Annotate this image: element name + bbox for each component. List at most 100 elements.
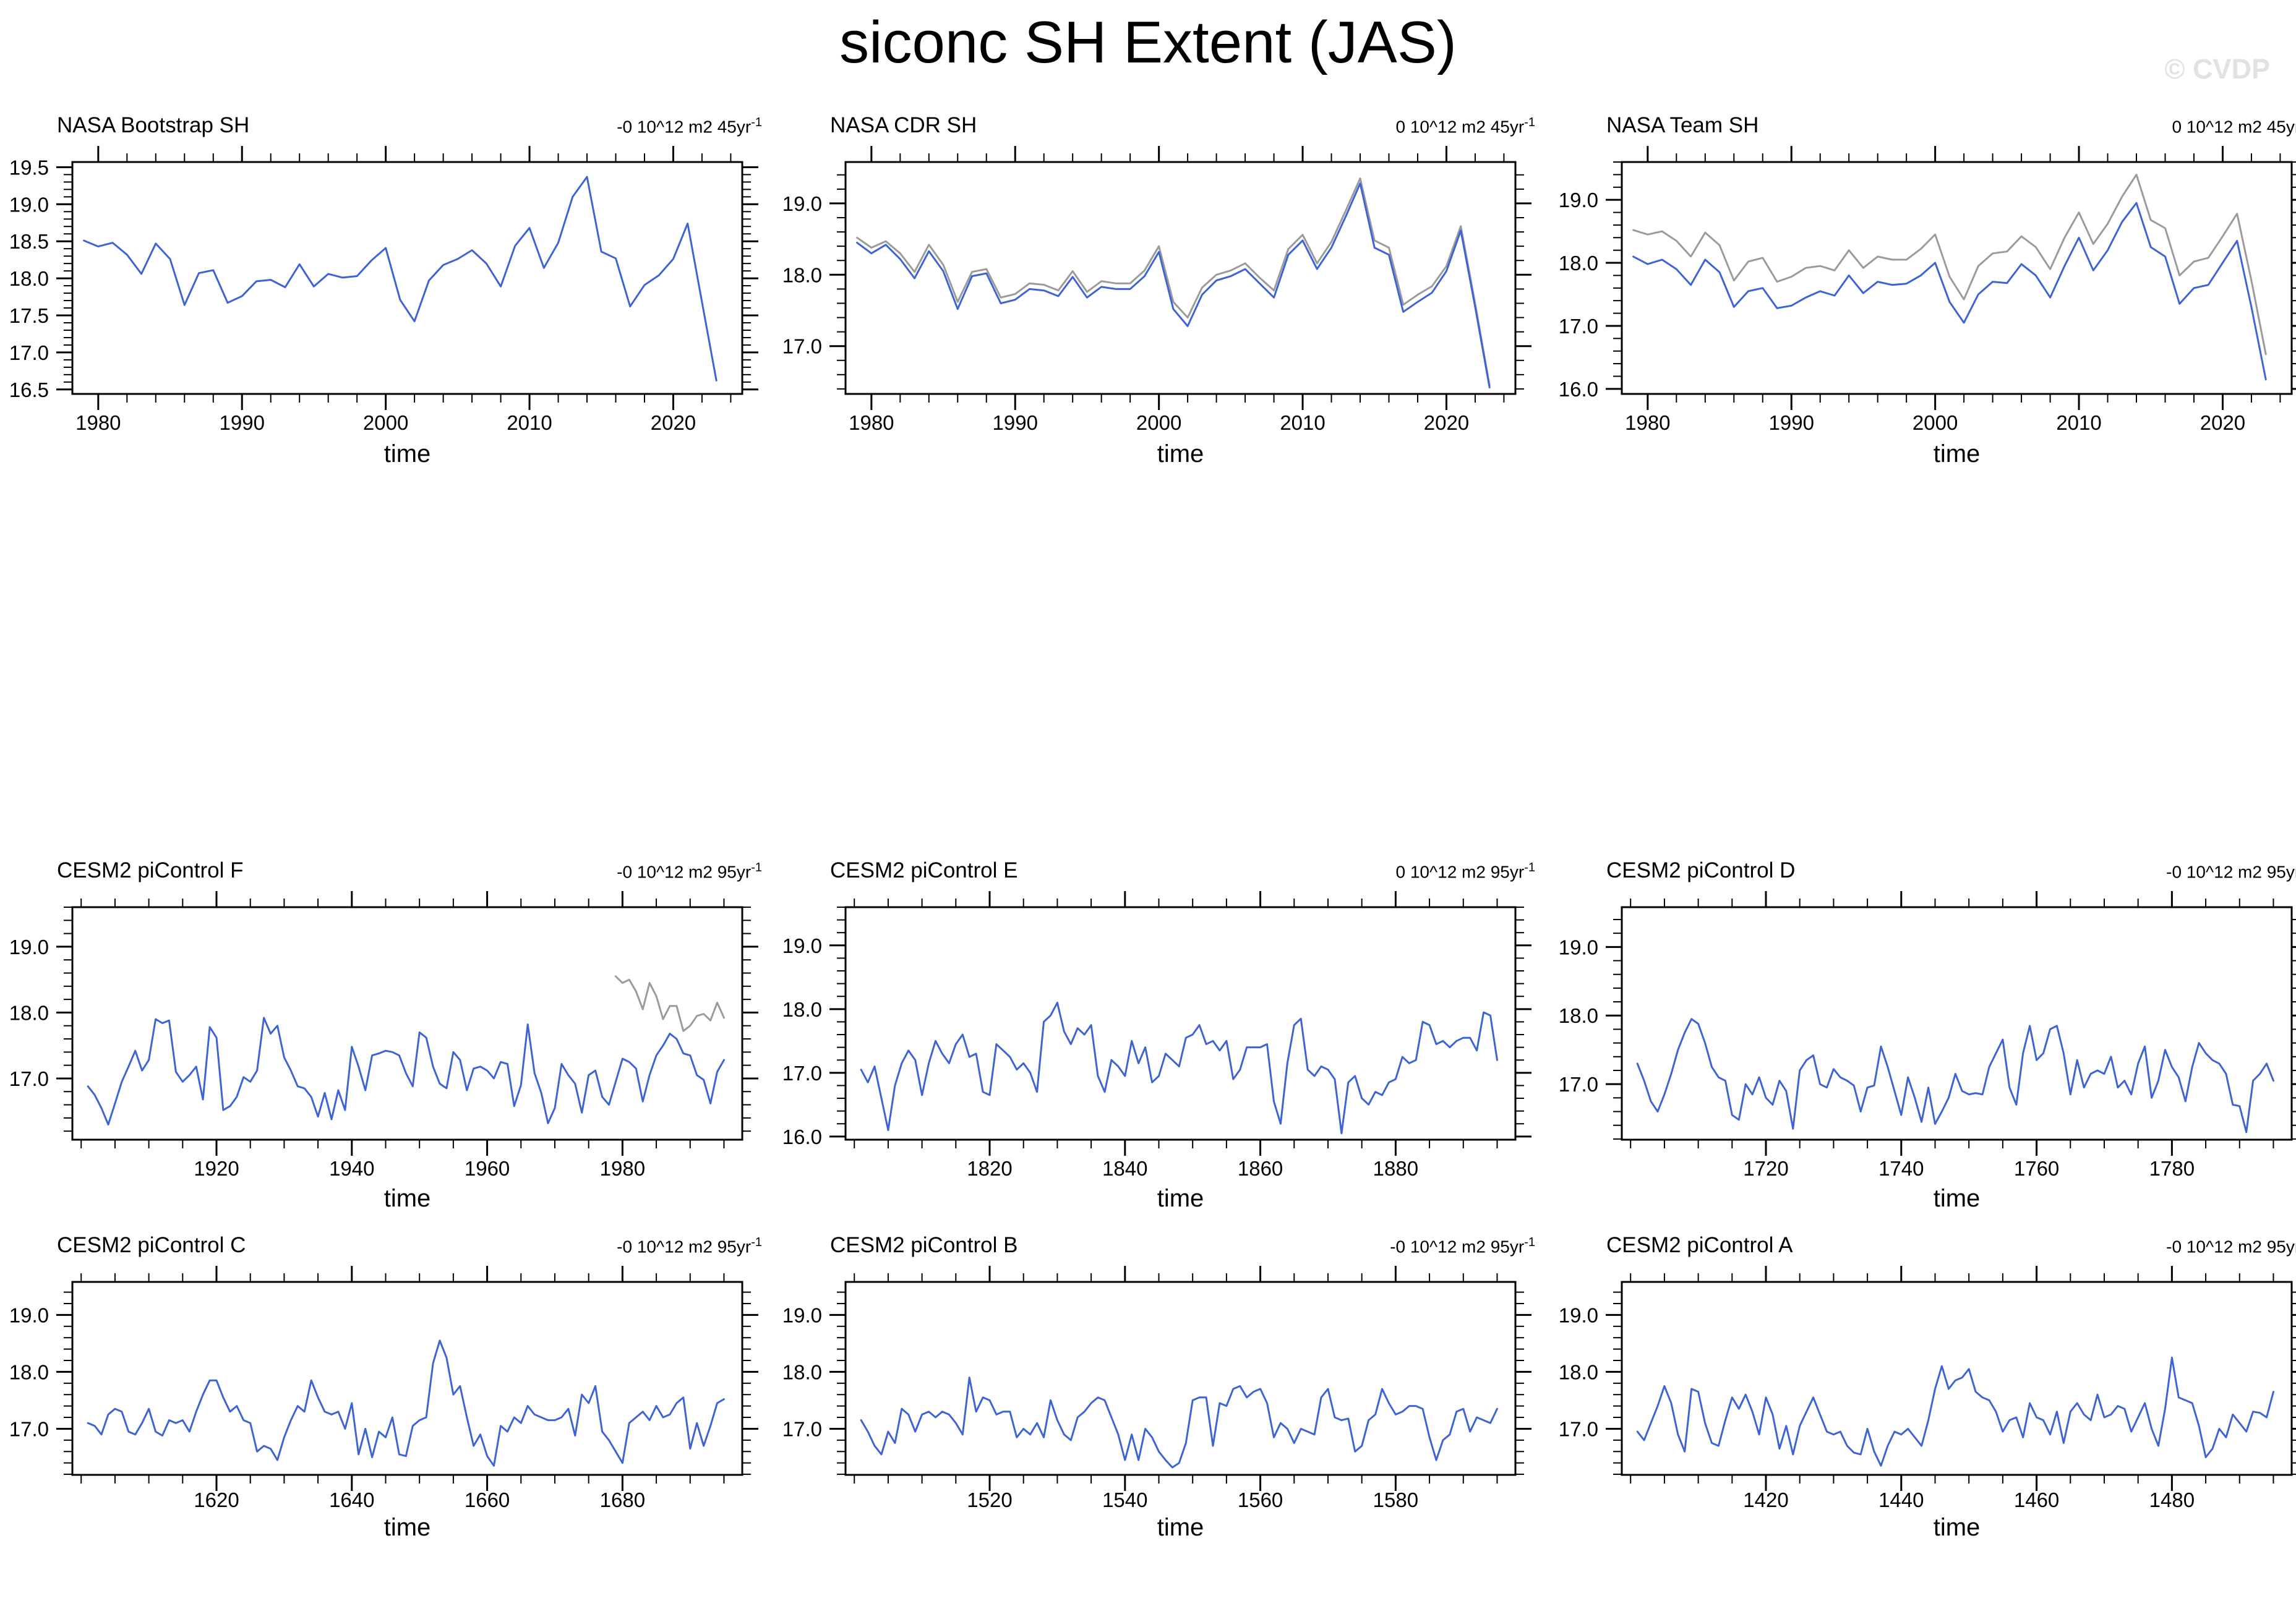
svg-text:16.5: 16.5 <box>9 378 49 401</box>
panel-title: NASA Bootstrap SH <box>57 113 250 137</box>
panel-trend-units: -0 10^12 m2 45yr-1 <box>617 115 762 136</box>
series-blue-nasa-bootstrap-sh <box>83 176 718 382</box>
panel-title: NASA CDR SH <box>830 113 977 137</box>
panel-title: CESM2 piControl C <box>57 1233 246 1257</box>
svg-text:1740: 1740 <box>1878 1157 1924 1180</box>
svg-text:1640: 1640 <box>329 1488 374 1511</box>
svg-text:18.5: 18.5 <box>9 230 49 253</box>
panel-trend-units: -0 10^12 m2 95yr-1 <box>617 1235 762 1256</box>
figure-title: siconc SH Extent (JAS) <box>839 9 1457 75</box>
panel-header-nasa-bootstrap-sh: NASA Bootstrap SH -0 10^12 m2 45yr-1 <box>57 113 762 138</box>
svg-text:18.0: 18.0 <box>1559 1004 1598 1027</box>
svg-text:1520: 1520 <box>967 1488 1012 1511</box>
svg-text:1540: 1540 <box>1102 1488 1147 1511</box>
svg-text:2020: 2020 <box>2200 411 2245 434</box>
svg-text:17.0: 17.0 <box>1559 1073 1598 1096</box>
series-blue-cesm2-picontrol-d <box>1636 1018 2274 1134</box>
panel-header-nasa-team-sh: NASA Team SH 0 10^12 m2 45yr-1 <box>1606 113 2296 138</box>
panel-title: CESM2 piControl E <box>830 858 1018 882</box>
panel-title: CESM2 piControl A <box>1606 1233 1793 1257</box>
svg-text:17.0: 17.0 <box>782 1417 822 1440</box>
svg-text:1990: 1990 <box>220 411 265 434</box>
svg-text:19.0: 19.0 <box>1559 1304 1598 1326</box>
x-axis-label: time <box>383 1514 431 1541</box>
svg-text:1480: 1480 <box>2149 1488 2195 1511</box>
series-gray-nasa-team-sh <box>1632 173 2267 356</box>
svg-text:18.0: 18.0 <box>782 998 822 1021</box>
svg-text:19.5: 19.5 <box>9 156 49 179</box>
svg-text:18.0: 18.0 <box>9 1360 49 1383</box>
svg-text:1960: 1960 <box>465 1157 510 1180</box>
svg-text:1990: 1990 <box>993 411 1038 434</box>
svg-text:17.0: 17.0 <box>9 1417 49 1440</box>
x-axis-label: time <box>1933 440 1981 468</box>
svg-text:2010: 2010 <box>2056 411 2101 434</box>
svg-text:1420: 1420 <box>1743 1488 1788 1511</box>
panel-header-picontrol-a: CESM2 piControl A -0 10^12 m2 95yr-1 <box>1606 1233 2296 1258</box>
svg-text:1660: 1660 <box>465 1488 510 1511</box>
svg-text:19.0: 19.0 <box>782 1304 822 1326</box>
svg-text:17.0: 17.0 <box>782 1062 822 1085</box>
svg-text:1780: 1780 <box>2149 1157 2195 1180</box>
svg-text:19.0: 19.0 <box>782 934 822 957</box>
panel-title: NASA Team SH <box>1606 113 1759 137</box>
svg-text:18.0: 18.0 <box>782 263 822 286</box>
svg-text:1990: 1990 <box>1769 411 1814 434</box>
svg-text:18.0: 18.0 <box>782 1360 822 1383</box>
svg-text:1980: 1980 <box>75 411 121 434</box>
svg-text:19.0: 19.0 <box>9 1304 49 1326</box>
panel-trend-units: 0 10^12 m2 45yr-1 <box>2172 117 2296 136</box>
svg-text:2000: 2000 <box>363 411 408 434</box>
panel-trend-units: -0 10^12 m2 95yr-1 <box>1390 1235 1535 1256</box>
svg-text:17.0: 17.0 <box>9 341 49 364</box>
x-axis-label: time <box>1157 440 1204 468</box>
panel-header-picontrol-e: CESM2 piControl E 0 10^12 m2 95yr-1 <box>830 858 1535 883</box>
series-blue-nasa-cdr-sh <box>856 182 1491 389</box>
svg-text:1580: 1580 <box>1373 1488 1418 1511</box>
panel-header-picontrol-c: CESM2 piControl C -0 10^12 m2 95yr-1 <box>57 1233 762 1258</box>
svg-text:18.0: 18.0 <box>1559 252 1598 275</box>
svg-text:19.0: 19.0 <box>1559 189 1598 211</box>
svg-text:17.0: 17.0 <box>9 1067 49 1090</box>
svg-text:19.0: 19.0 <box>1559 936 1598 959</box>
x-axis-label: time <box>383 440 431 468</box>
x-axis-label: time <box>1157 1185 1204 1212</box>
svg-text:16.0: 16.0 <box>1559 378 1598 401</box>
panel-header-picontrol-f: CESM2 piControl F -0 10^12 m2 95yr-1 <box>57 858 762 883</box>
series-blue-cesm2-picontrol-f <box>87 1017 725 1125</box>
svg-text:18.0: 18.0 <box>9 1001 49 1024</box>
svg-text:1460: 1460 <box>2014 1488 2059 1511</box>
x-axis-label: time <box>1157 1514 1204 1541</box>
panel-header-nasa-cdr-sh: NASA CDR SH 0 10^12 m2 45yr-1 <box>830 113 1535 138</box>
svg-text:18.0: 18.0 <box>1559 1360 1598 1383</box>
svg-text:2010: 2010 <box>1280 411 1325 434</box>
svg-text:1860: 1860 <box>1238 1157 1283 1180</box>
svg-text:1980: 1980 <box>600 1157 645 1180</box>
svg-text:19.0: 19.0 <box>9 936 49 959</box>
panel-header-picontrol-b: CESM2 piControl B -0 10^12 m2 95yr-1 <box>830 1233 1535 1258</box>
svg-text:2000: 2000 <box>1913 411 1958 434</box>
series-gray-nasa-cdr-sh <box>856 177 1491 386</box>
x-axis-label: time <box>383 1185 431 1212</box>
panel-trend-units: -0 10^12 m2 95yr-1 <box>2166 862 2296 881</box>
panel-title: CESM2 piControl B <box>830 1233 1018 1257</box>
svg-text:1940: 1940 <box>329 1157 374 1180</box>
panel-trend-units: -0 10^12 m2 95yr-1 <box>617 860 762 881</box>
svg-text:17.5: 17.5 <box>9 304 49 327</box>
svg-text:1760: 1760 <box>2014 1157 2059 1180</box>
svg-text:18.0: 18.0 <box>9 267 49 290</box>
series-gray-cesm2-picontrol-f <box>614 975 725 1032</box>
series-blue-cesm2-picontrol-a <box>1636 1356 2274 1467</box>
svg-text:1620: 1620 <box>194 1488 239 1511</box>
panel-trend-units: -0 10^12 m2 95yr-1 <box>2166 1237 2296 1256</box>
svg-text:1680: 1680 <box>600 1488 645 1511</box>
panel-title: CESM2 piControl F <box>57 858 244 882</box>
cvdp-watermark: © CVDP <box>2164 53 2270 85</box>
svg-text:1840: 1840 <box>1102 1157 1147 1180</box>
svg-text:16.0: 16.0 <box>782 1125 822 1148</box>
svg-text:1980: 1980 <box>1625 411 1670 434</box>
series-blue-nasa-team-sh <box>1632 202 2267 381</box>
x-axis-label: time <box>1933 1185 1981 1212</box>
